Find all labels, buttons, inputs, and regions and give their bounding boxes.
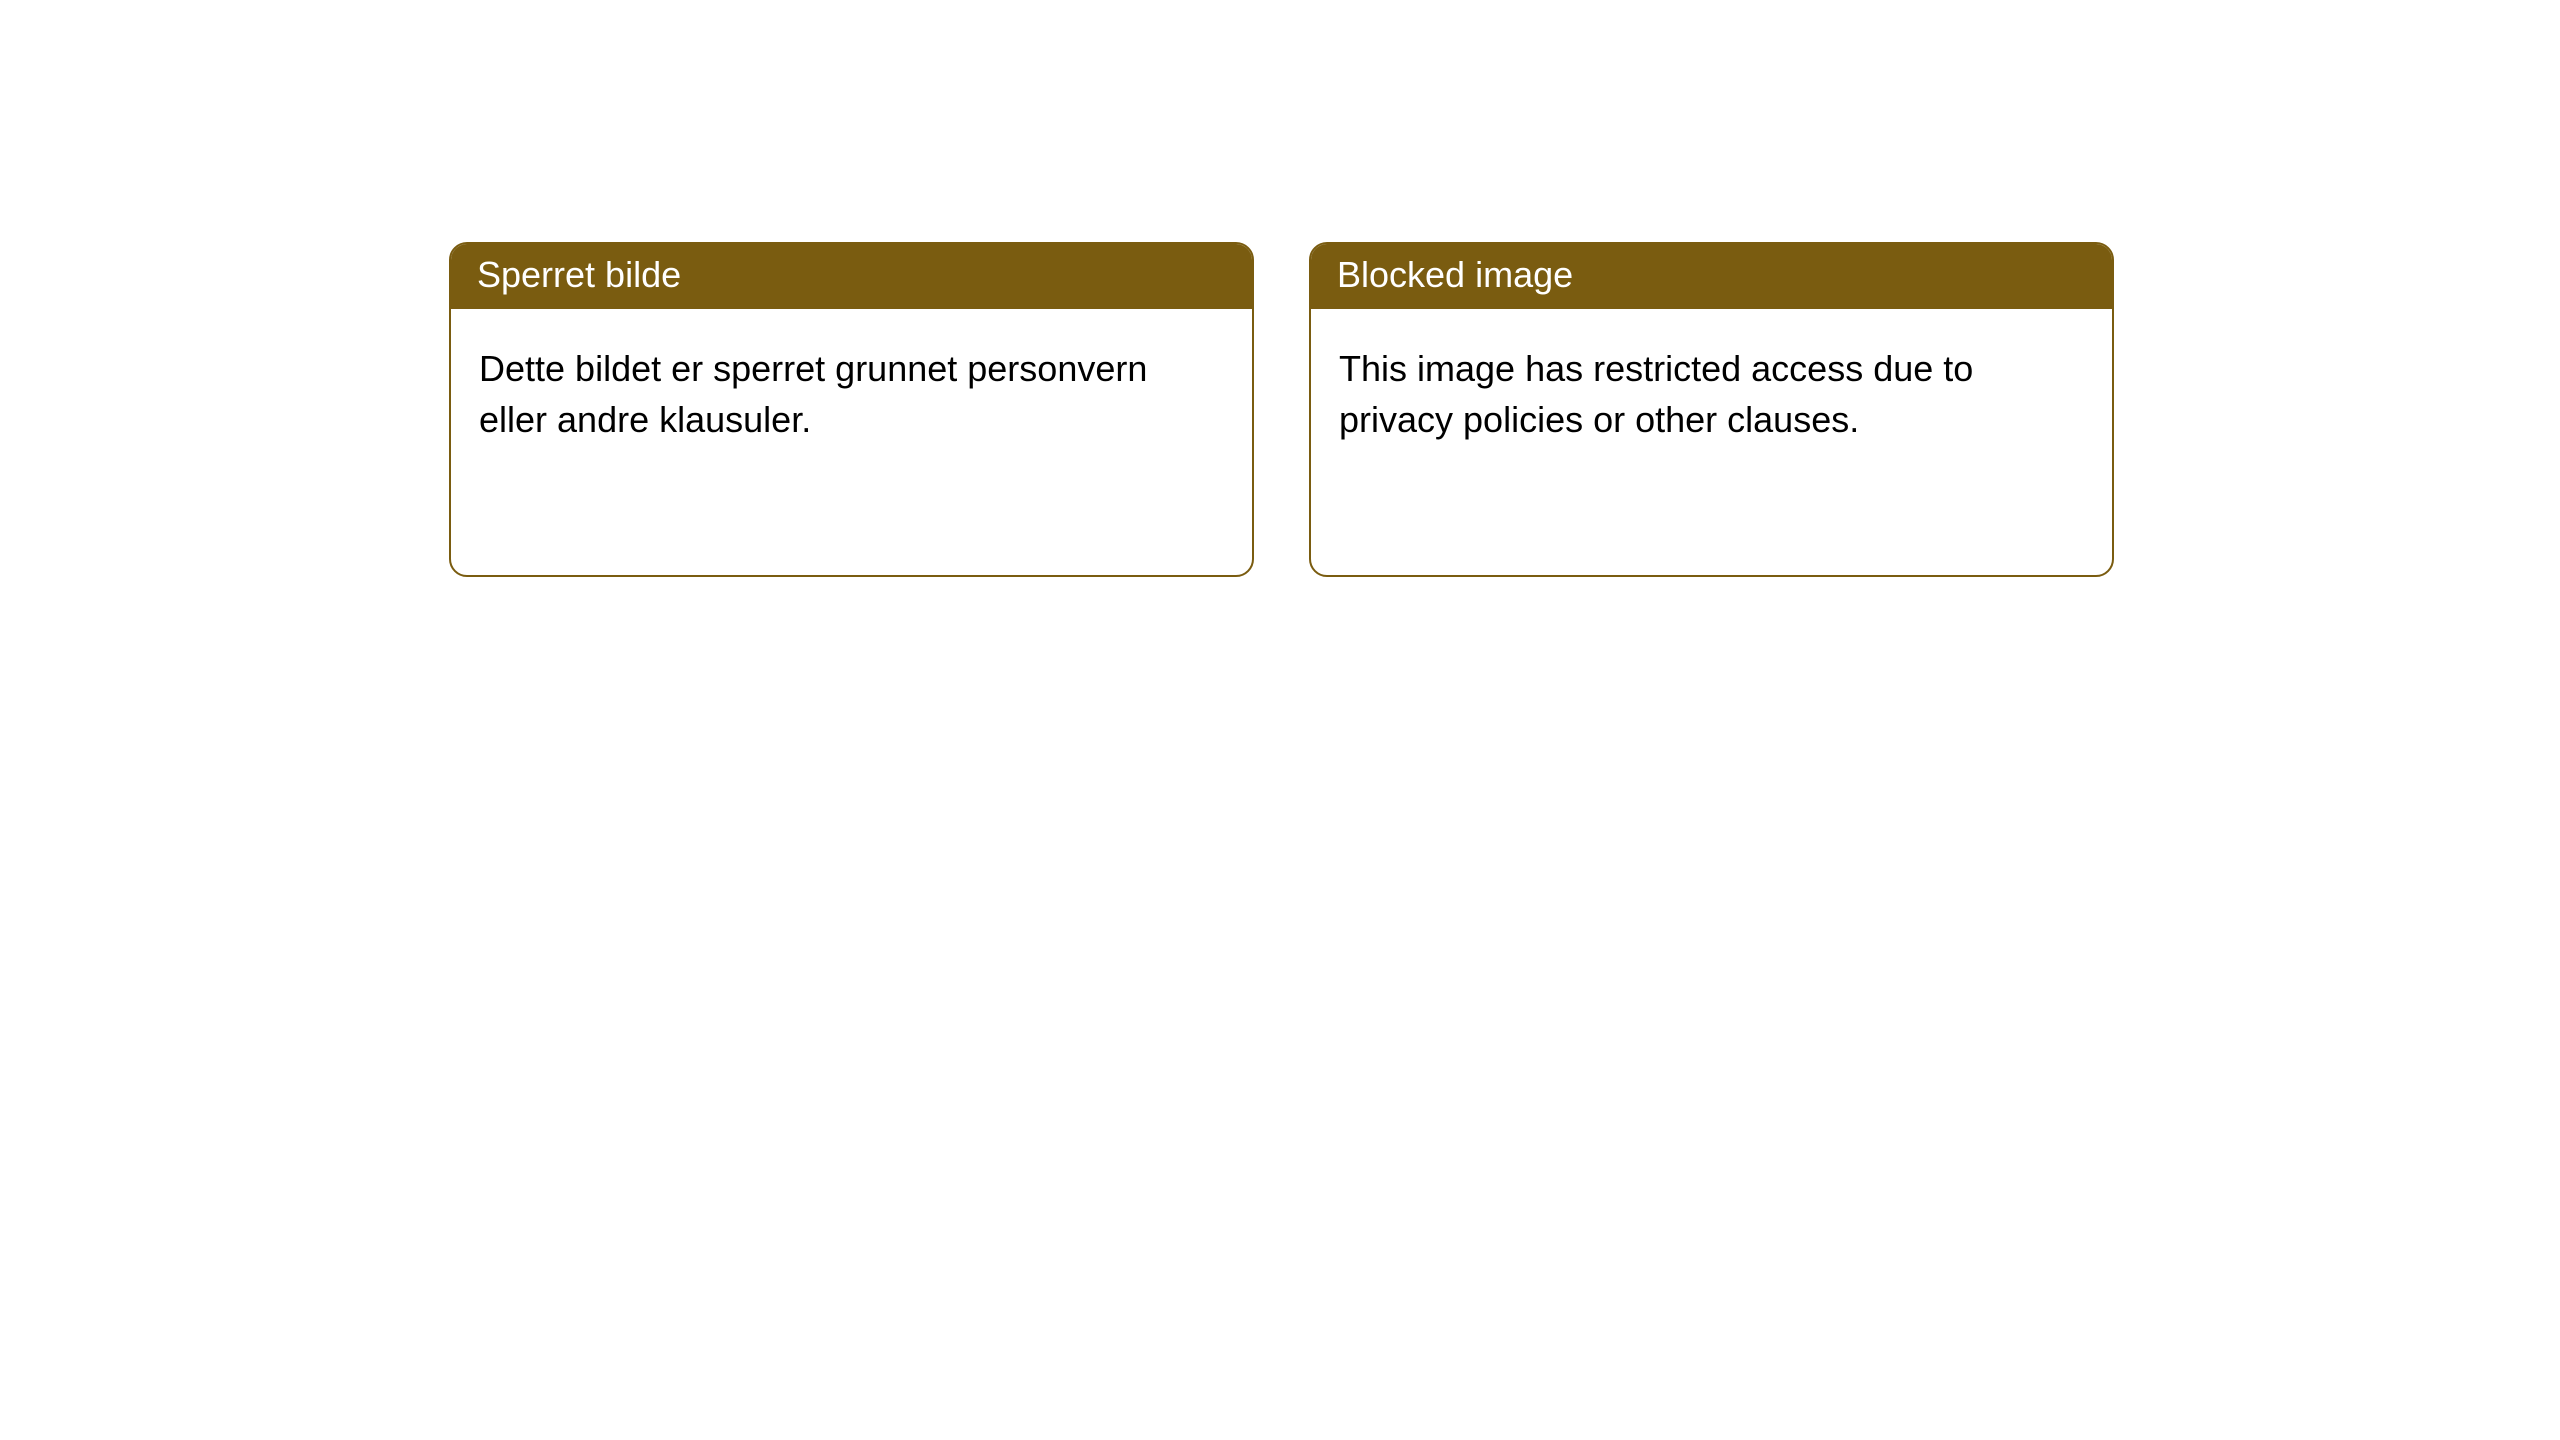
notice-container: Sperret bilde Dette bildet er sperret gr… xyxy=(0,0,2560,577)
notice-body: Dette bildet er sperret grunnet personve… xyxy=(451,309,1252,465)
notice-title: Sperret bilde xyxy=(451,244,1252,309)
notice-body: This image has restricted access due to … xyxy=(1311,309,2112,465)
notice-card-english: Blocked image This image has restricted … xyxy=(1309,242,2114,577)
notice-card-norwegian: Sperret bilde Dette bildet er sperret gr… xyxy=(449,242,1254,577)
notice-title: Blocked image xyxy=(1311,244,2112,309)
